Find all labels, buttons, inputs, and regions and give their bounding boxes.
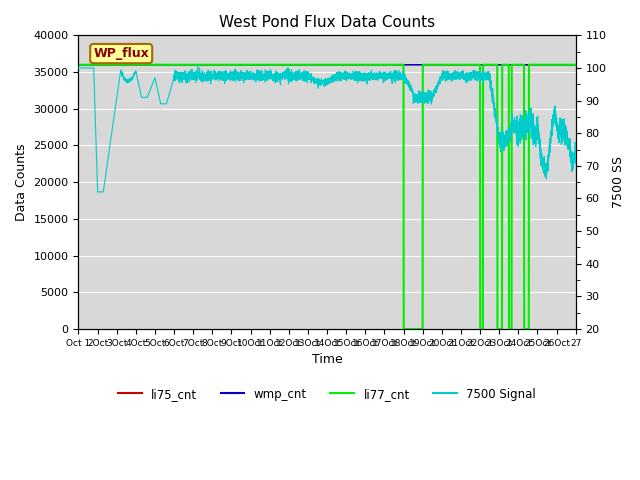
7500 Signal (398, 72, 406, 78)
Text: WP_flux: WP_flux (93, 47, 149, 60)
wmp_cnt (75, 62, 83, 68)
7500 Signal (165, 93, 173, 98)
wmp_cnt (264, 62, 272, 68)
wmp_cnt (483, 62, 491, 68)
X-axis label: Time: Time (312, 353, 342, 366)
wmp_cnt (398, 62, 406, 68)
li75_cnt (264, 62, 272, 68)
li77_cnt (373, 62, 381, 68)
Y-axis label: Data Counts: Data Counts (15, 144, 28, 221)
wmp_cnt (373, 62, 381, 68)
li75_cnt (165, 62, 173, 68)
li75_cnt (445, 62, 453, 68)
li75_cnt (398, 62, 406, 68)
li75_cnt (483, 62, 491, 68)
li77_cnt (400, 326, 408, 332)
7500 Signal (572, 161, 580, 167)
li77_cnt (572, 62, 580, 68)
7500 Signal (94, 189, 102, 195)
Title: West Pond Flux Data Counts: West Pond Flux Data Counts (219, 15, 435, 30)
li77_cnt (75, 62, 83, 68)
7500 Signal (484, 75, 492, 81)
wmp_cnt (165, 62, 173, 68)
li77_cnt (398, 62, 406, 68)
7500 Signal (446, 75, 454, 81)
li77_cnt (264, 62, 272, 68)
Legend: li75_cnt, wmp_cnt, li77_cnt, 7500 Signal: li75_cnt, wmp_cnt, li77_cnt, 7500 Signal (113, 383, 541, 405)
Line: li77_cnt: li77_cnt (79, 65, 576, 329)
li77_cnt (165, 62, 173, 68)
Y-axis label: 7500 SS: 7500 SS (612, 156, 625, 208)
7500 Signal (373, 71, 381, 76)
li77_cnt (484, 62, 492, 68)
li75_cnt (572, 62, 580, 68)
li75_cnt (373, 62, 381, 68)
7500 Signal (194, 63, 202, 69)
Line: 7500 Signal: 7500 Signal (79, 66, 576, 192)
wmp_cnt (445, 62, 453, 68)
7500 Signal (75, 65, 83, 71)
li77_cnt (445, 62, 453, 68)
wmp_cnt (572, 62, 580, 68)
li75_cnt (75, 62, 83, 68)
7500 Signal (265, 71, 273, 77)
